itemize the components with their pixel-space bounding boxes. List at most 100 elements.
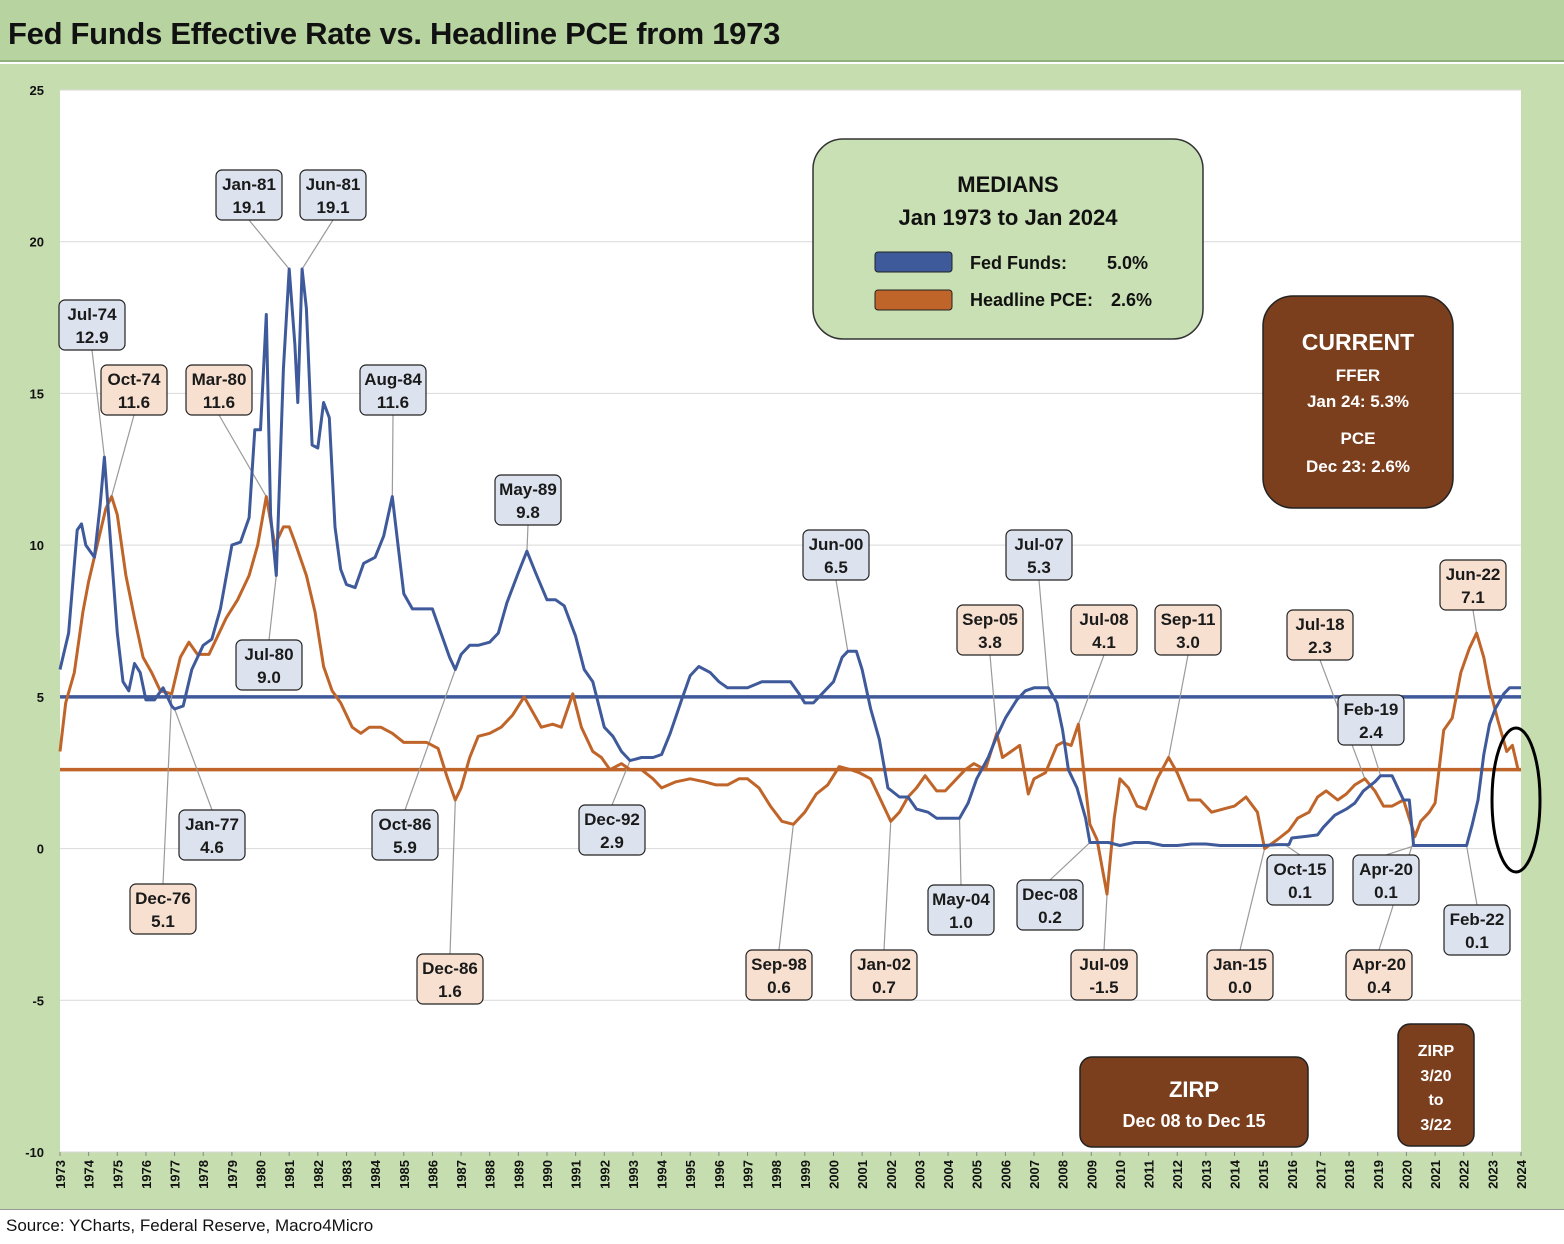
callout-jul-18-pce: Jul-18 2.3 (1286, 609, 1354, 661)
legend-label-fed: Fed Funds: (970, 253, 1067, 273)
callout-jan-81-fed: Jan-81 19.1 (215, 169, 283, 221)
callout-value: 0.7 (872, 978, 896, 997)
y-tick-label: -5 (32, 993, 44, 1008)
medians-title: MEDIANS (957, 172, 1058, 197)
callout-leader-line (1103, 894, 1108, 951)
current-box: CURRENT FFER Jan 24: 5.3% PCE Dec 23: 2.… (1262, 295, 1454, 509)
callout-date: Dec-76 (135, 889, 191, 908)
callout-box (185, 364, 253, 416)
callout-date: Apr-20 (1352, 955, 1406, 974)
callout-date: Sep-05 (962, 610, 1018, 629)
callout-sep-05-pce: Sep-05 3.8 (956, 604, 1024, 656)
callout-date: Dec-08 (1022, 885, 1078, 904)
callout-leader-line (268, 575, 277, 641)
callout-leader-line (1168, 654, 1189, 758)
callout-box (1352, 854, 1420, 906)
callout-date: Jul-08 (1079, 610, 1128, 629)
zirp-box-2020: ZIRP 3/20 to 3/22 (1397, 1023, 1475, 1147)
x-tick-label: 1976 (139, 1160, 154, 1189)
callout-dec-86-pce: Dec-86 1.6 (416, 953, 484, 1005)
zirp2-line2: 3/20 (1420, 1068, 1451, 1085)
callout-date: Jan-02 (857, 955, 911, 974)
callout-jan-15-pce: Jan-15 0.0 (1206, 949, 1274, 1001)
callout-box (299, 169, 367, 221)
callout-oct-86-fed: Oct-86 5.9 (371, 809, 439, 861)
callout-box (1439, 559, 1507, 611)
callout-box (416, 953, 484, 1005)
callout-leader-line (404, 669, 456, 811)
callout-mar-80-pce: Mar-80 11.6 (185, 364, 253, 416)
callout-date: Sep-98 (751, 955, 807, 974)
callout-jun-22-pce: Jun-22 7.1 (1439, 559, 1507, 611)
x-tick-label: 1973 (53, 1160, 68, 1189)
callout-date: Oct-86 (379, 815, 432, 834)
callout-date: Jun-22 (1446, 565, 1501, 584)
callout-dec-92-fed: Dec-92 2.9 (578, 804, 646, 856)
callout-value: 11.6 (118, 393, 150, 412)
callout-jul-80-fed: Jul-80 9.0 (235, 639, 303, 691)
y-tick-label: 15 (30, 386, 44, 401)
callout-leader-line (1370, 744, 1382, 776)
chart-title: Fed Funds Effective Rate vs. Headline PC… (8, 16, 781, 51)
x-tick-label: 2008 (1056, 1160, 1071, 1189)
callout-value: 9.8 (516, 503, 540, 522)
x-tick-label: 2024 (1514, 1159, 1529, 1189)
callout-oct-74-pce: Oct-74 11.6 (100, 364, 168, 416)
x-tick-label: 2013 (1199, 1160, 1214, 1189)
x-tick-label: 2009 (1084, 1160, 1099, 1189)
callout-value: 11.6 (203, 393, 235, 412)
callout-value: 5.1 (151, 912, 175, 931)
callout-box (1345, 949, 1413, 1001)
legend-value-fed: 5.0% (1107, 253, 1148, 273)
callout-value: 3.8 (978, 633, 1002, 652)
callout-leader-line (1077, 654, 1105, 725)
callout-date: Feb-19 (1344, 700, 1399, 719)
x-tick-label: 1982 (311, 1160, 326, 1189)
callout-leader-line (248, 219, 290, 270)
callout-dec-76-pce: Dec-76 5.1 (129, 883, 197, 935)
x-tick-label: 1986 (425, 1160, 440, 1189)
x-tick-label: 2016 (1285, 1160, 1300, 1189)
x-tick-label: 1975 (110, 1160, 125, 1189)
current-pce-label: PCE (1341, 429, 1376, 448)
x-tick-label: 2005 (970, 1160, 985, 1189)
callout-date: Jun-00 (809, 535, 864, 554)
callout-value: 2.9 (600, 833, 624, 852)
x-tick-label: 1989 (511, 1160, 526, 1189)
callout-box (215, 169, 283, 221)
callout-leader-line (91, 349, 105, 458)
callout-date: Mar-80 (192, 370, 247, 389)
x-tick-label: 2023 (1485, 1160, 1500, 1189)
callout-oct-15-fed: Oct-15 0.1 (1266, 854, 1334, 906)
x-tick-label: 2019 (1371, 1160, 1386, 1189)
y-tick-label: 20 (30, 235, 44, 250)
callout-value: 0.6 (767, 978, 791, 997)
callout-leader-line (449, 800, 456, 955)
callout-date: Jan-81 (222, 175, 276, 194)
x-tick-label: 2003 (912, 1160, 927, 1189)
zirp-box-2008: ZIRP Dec 08 to Dec 15 (1079, 1056, 1309, 1148)
callout-leader-line (883, 821, 892, 951)
y-tick-label: -10 (25, 1145, 44, 1160)
callout-date: Jan-15 (1213, 955, 1267, 974)
x-tick-label: 2010 (1113, 1160, 1128, 1189)
legend-swatch-pce (874, 289, 953, 311)
callout-date: Oct-15 (1274, 860, 1327, 879)
x-tick-label: 1998 (769, 1160, 784, 1189)
callout-jul-74-fed: Jul-74 12.9 (58, 299, 126, 351)
callout-date: Dec-86 (422, 959, 478, 978)
callout-value: 0.1 (1288, 883, 1312, 902)
callout-value: 12.9 (75, 328, 108, 347)
callout-jan-77-fed: Jan-77 4.6 (178, 809, 246, 861)
x-tick-label: 2018 (1342, 1160, 1357, 1189)
callout-box (1443, 904, 1511, 956)
callout-leader-line (218, 414, 267, 497)
callout-date: Aug-84 (364, 370, 422, 389)
callout-value: 2.3 (1308, 638, 1332, 657)
callout-box (850, 949, 918, 1001)
callout-box (1016, 879, 1084, 931)
callout-jun-81-fed: Jun-81 19.1 (299, 169, 367, 221)
x-tick-label: 1995 (683, 1160, 698, 1189)
callout-value: 5.9 (393, 838, 417, 857)
callout-box (1266, 854, 1334, 906)
